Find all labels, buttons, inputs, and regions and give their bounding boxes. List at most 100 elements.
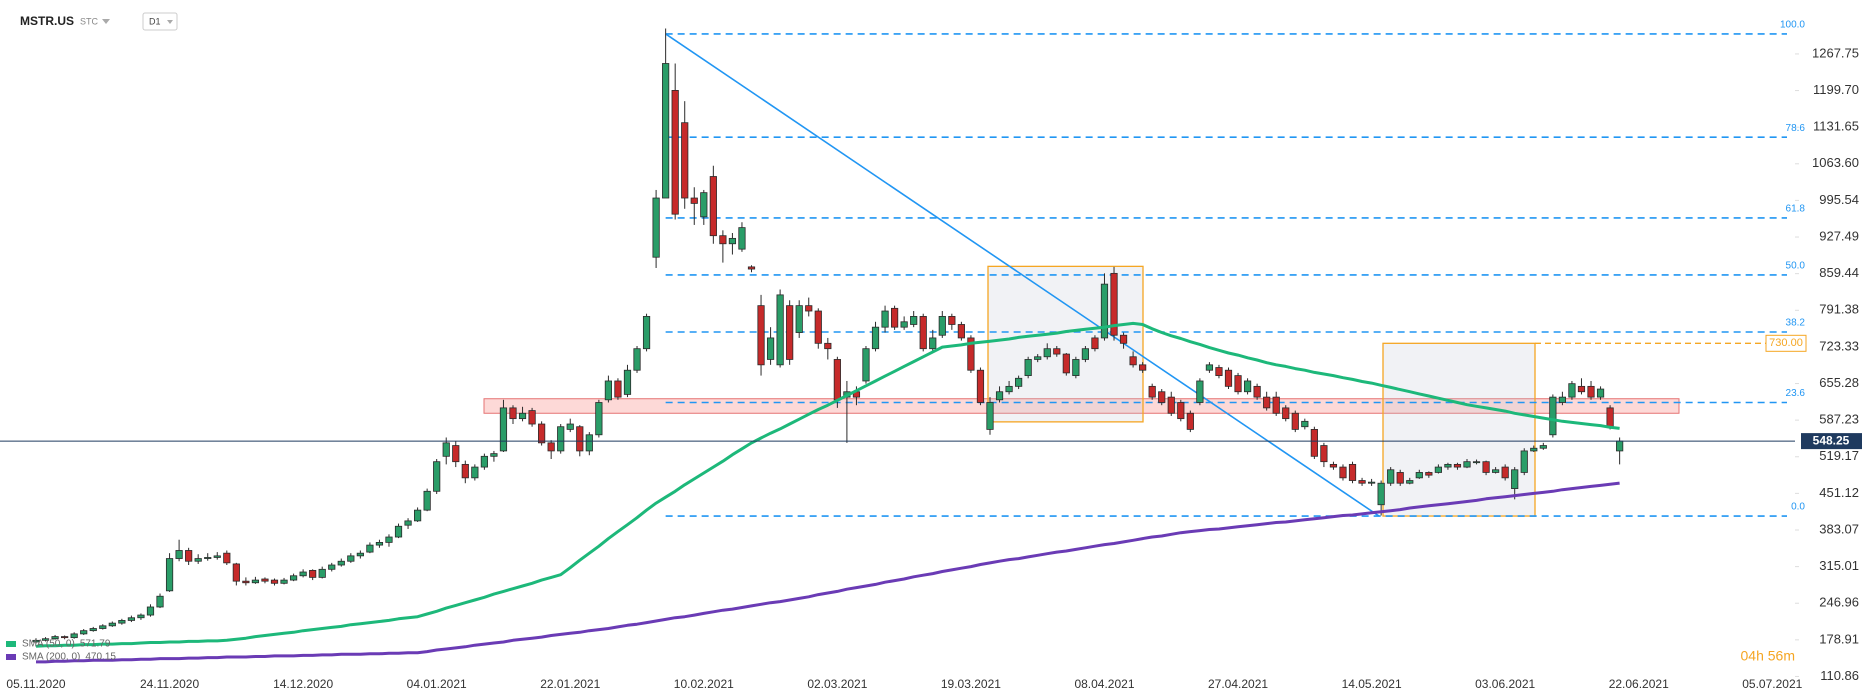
candle [747,265,756,273]
candle-body [681,122,689,199]
y-tick-label: 723.33 [1819,338,1859,353]
candle-body [1043,348,1051,358]
candle-body [690,197,698,204]
y-tick-label: 110.86 [1820,668,1859,683]
candle-body [585,434,593,452]
candle-body [509,407,517,420]
candle-body [394,525,403,538]
candle [1081,346,1089,363]
candle-body [1511,469,1519,489]
candle [1234,372,1242,395]
candle [1511,467,1519,500]
candle-body [1387,469,1395,484]
candle [538,421,546,446]
candle-body [595,402,603,436]
y-tick-label: 315.01 [1819,558,1859,573]
candle [242,577,250,586]
candle [671,63,679,220]
candle-body [747,266,756,270]
candle [1425,471,1433,478]
candle-body [1501,466,1509,479]
candle-body [118,620,126,624]
candle [1100,273,1109,341]
candle-body [1396,472,1404,484]
candle-body [213,555,221,558]
range-box [987,265,1144,423]
candle-body [518,412,527,420]
candle-body [1205,364,1214,371]
candle-body [604,380,613,401]
candle [528,407,536,427]
current-price-label: 548.25 [1813,433,1850,447]
candle-body [1005,385,1013,393]
x-tick-label: 08.04.2021 [1074,677,1134,691]
candle-body [976,369,985,403]
candle-body [1415,472,1423,479]
candle-body [499,407,508,452]
market-dropdown[interactable] [102,19,110,24]
candle-body [1148,385,1156,398]
candle [557,424,565,454]
candle-body [1186,412,1194,430]
candle [1072,356,1080,379]
x-tick-label: 14.12.2020 [273,677,333,691]
candle [1329,461,1338,470]
candle [929,329,937,352]
candle-body [442,442,450,457]
candle [776,289,784,368]
candle [108,621,116,627]
candle-body [538,423,546,444]
candle [786,300,794,365]
candle-body [1015,377,1023,387]
candle [51,634,59,640]
candle [633,346,641,373]
candle-body [1472,461,1481,464]
candle-body [318,568,326,578]
candle [261,577,269,584]
candle-body [1110,272,1118,336]
candle-body [270,579,279,584]
candle-body [99,625,107,629]
candle [452,441,460,468]
candle [1348,461,1357,484]
candle-body [452,445,460,463]
candle [509,405,517,425]
candle [862,346,870,384]
candle [1577,378,1586,395]
candle-body [1406,480,1414,484]
candle-body [185,550,193,562]
candle [1205,362,1214,373]
y-tick-label: 246.96 [1819,595,1859,610]
candle-body [1263,396,1271,409]
candle [1549,394,1557,438]
interval[interactable]: D1 [149,16,161,26]
countdown: 04h 56m [1741,648,1795,664]
y-tick-label: 791.38 [1819,302,1859,317]
candle [1263,391,1271,411]
candle [1148,383,1156,400]
candle-body [528,410,536,425]
candle-body [309,569,317,578]
market[interactable]: STC [80,16,99,26]
candle-body [108,622,116,627]
candle-body [1100,283,1109,339]
candle-body [1577,385,1586,393]
candle-body [1053,348,1061,355]
candle [1119,332,1128,349]
interval-box[interactable] [142,12,178,31]
candle [1520,448,1528,476]
candle [1568,380,1576,400]
candle-body [61,636,69,639]
candle [1005,380,1013,395]
candle-body [1234,375,1242,393]
legend-value: 571.79 [80,639,111,650]
candle [652,189,660,268]
candle [1396,469,1404,486]
candle [61,635,69,640]
x-tick-label: 22.06.2021 [1609,677,1669,691]
candle [595,399,603,438]
candle [1320,442,1328,468]
candle [1024,356,1032,379]
x-tick-label: 05.07.2021 [1742,677,1802,691]
